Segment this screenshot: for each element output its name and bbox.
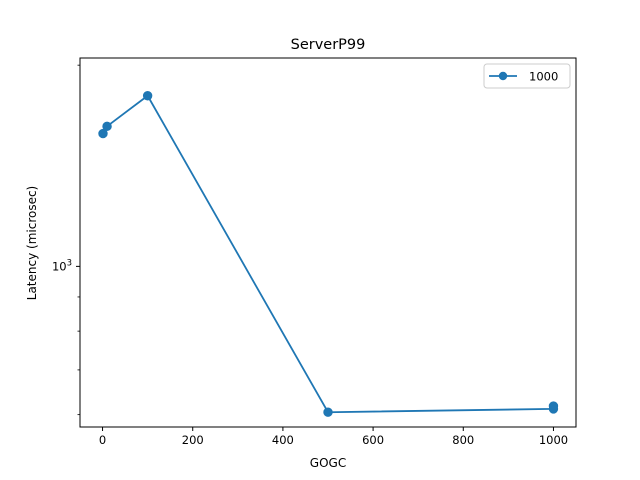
data-point [142, 91, 153, 101]
data-point [98, 128, 108, 139]
x-tick-label: 1000 [539, 433, 568, 447]
x-tick-label: 600 [362, 433, 384, 447]
y-axis: 103 [52, 64, 80, 416]
x-tick-label: 0 [99, 433, 106, 447]
legend-label: 1000 [529, 70, 558, 84]
x-tick-label: 400 [272, 433, 294, 447]
data-point [548, 401, 559, 411]
y-axis-label: Latency (microsec) [25, 186, 39, 300]
legend-marker [498, 71, 508, 81]
x-axis: 0 200 400 600 800 1000 [99, 427, 568, 447]
x-axis-label: GOGC [310, 456, 346, 470]
legend: 1000 [483, 63, 571, 89]
data-point [102, 121, 112, 132]
y-tick-label: 103 [52, 258, 72, 273]
plot-frame [79, 57, 577, 428]
data-point [323, 407, 333, 417]
x-tick-label: 800 [452, 433, 474, 447]
chart-title: ServerP99 [291, 37, 366, 53]
plot-area [98, 91, 559, 417]
x-tick-label: 200 [182, 433, 204, 447]
legend-box [483, 63, 571, 89]
